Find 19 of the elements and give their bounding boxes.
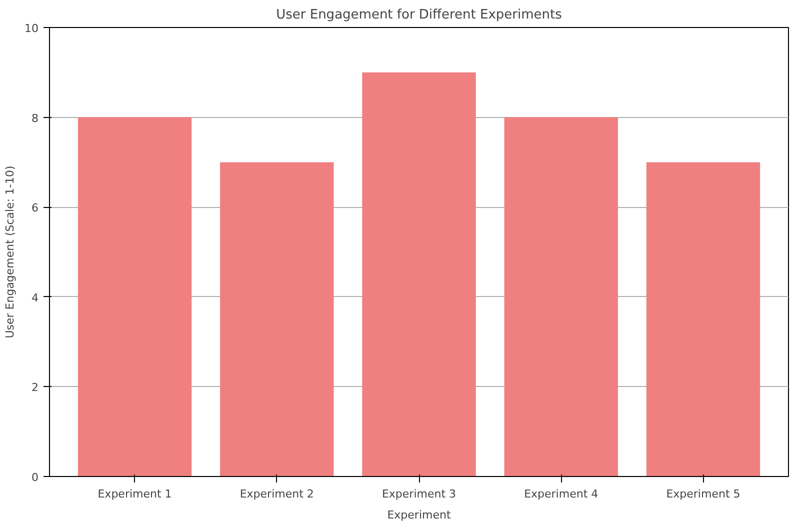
y-tick-label: 8 [32, 112, 38, 125]
x-axis-title: Experiment [387, 508, 452, 522]
x-tick-label: Experiment 2 [240, 488, 314, 500]
bar [220, 162, 334, 476]
chart-title: User Engagement for Different Experiments [276, 8, 562, 22]
x-tick-label: Experiment 5 [666, 488, 740, 500]
bar [78, 117, 192, 476]
bar [646, 162, 760, 476]
bar [504, 117, 618, 476]
y-tick-label: 6 [32, 202, 38, 215]
y-tick-label: 2 [32, 381, 38, 394]
x-tick-label: Experiment 3 [382, 488, 456, 500]
y-tick-label: 4 [32, 291, 38, 304]
x-tick-label: Experiment 1 [98, 488, 172, 500]
y-tick-label: 0 [32, 471, 38, 484]
y-tick-label: 10 [24, 22, 39, 35]
bar [362, 72, 476, 476]
x-tick-label: Experiment 4 [524, 488, 598, 500]
y-axis-title: User Engagement (Scale: 1-10) [4, 166, 17, 338]
